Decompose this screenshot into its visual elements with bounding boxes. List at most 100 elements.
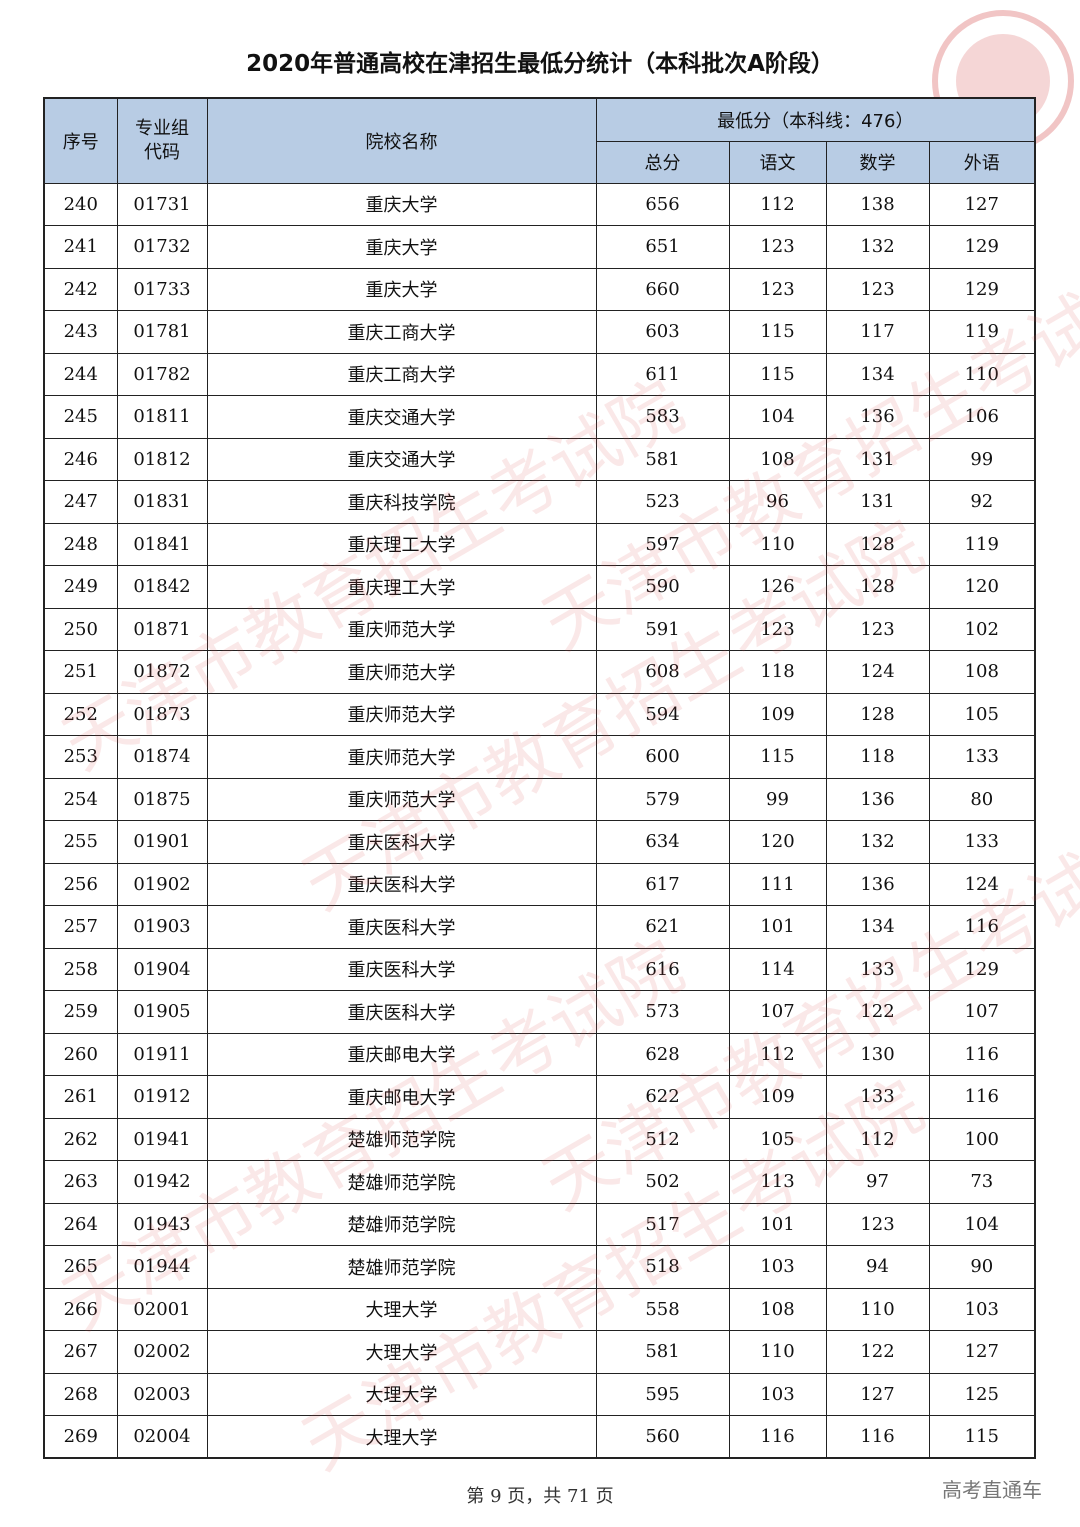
cell-code: 01873: [116, 692, 208, 736]
cell-code: 01831: [116, 480, 208, 524]
cell-math: 117: [825, 310, 930, 354]
page-title: 2020年普通高校在津招生最低分统计（本科批次A阶段）: [246, 51, 834, 77]
cell-english: 103: [928, 1287, 1036, 1331]
table-row: 253 01874 重庆师范大学 600 115 118 133: [43, 735, 1036, 779]
cell-total: 622: [595, 1075, 730, 1119]
cell-school: 重庆师范大学: [206, 607, 597, 651]
cell-chinese: 109: [728, 692, 827, 736]
table-row: 260 01911 重庆邮电大学 628 112 130 116: [43, 1032, 1036, 1076]
cell-total: 628: [595, 1032, 730, 1076]
cell-chinese: 112: [728, 182, 827, 226]
cell-total: 581: [595, 437, 730, 481]
cell-math: 122: [825, 1330, 930, 1374]
cell-code: 01812: [116, 437, 208, 481]
cell-chinese: 123: [728, 225, 827, 269]
cell-seq: 255: [43, 820, 118, 864]
cell-english: 124: [928, 862, 1036, 906]
table-row: 256 01902 重庆医科大学 617 111 136 124: [43, 862, 1036, 906]
cell-school: 重庆邮电大学: [206, 1075, 597, 1119]
cell-total: 583: [595, 395, 730, 439]
cell-seq: 260: [43, 1032, 118, 1076]
cell-code: 01732: [116, 225, 208, 269]
header-code: 专业组代码: [116, 97, 208, 184]
cell-school: 重庆医科大学: [206, 820, 597, 864]
header-code-text: 专业组代码: [135, 117, 189, 163]
cell-seq: 268: [43, 1372, 118, 1416]
cell-total: 616: [595, 947, 730, 991]
cell-chinese: 107: [728, 990, 827, 1034]
table-row: 254 01875 重庆师范大学 579 99 136 80: [43, 777, 1036, 821]
cell-code: 01733: [116, 267, 208, 311]
table-row: 259 01905 重庆医科大学 573 107 122 107: [43, 990, 1036, 1034]
table-row: 251 01872 重庆师范大学 608 118 124 108: [43, 650, 1036, 694]
cell-math: 133: [825, 1075, 930, 1119]
cell-total: 651: [595, 225, 730, 269]
cell-seq: 256: [43, 862, 118, 906]
cell-english: 125: [928, 1372, 1036, 1416]
cell-seq: 247: [43, 480, 118, 524]
cell-seq: 242: [43, 267, 118, 311]
cell-code: 01871: [116, 607, 208, 651]
table-row: 263 01942 楚雄师范学院 502 113 97 73: [43, 1160, 1036, 1204]
cell-school: 重庆医科大学: [206, 862, 597, 906]
cell-seq: 267: [43, 1330, 118, 1374]
cell-math: 136: [825, 777, 930, 821]
cell-code: 01874: [116, 735, 208, 779]
cell-math: 130: [825, 1032, 930, 1076]
cell-code: 01781: [116, 310, 208, 354]
cell-total: 502: [595, 1160, 730, 1204]
cell-chinese: 113: [728, 1160, 827, 1204]
header-chinese: 语文: [728, 140, 827, 184]
cell-seq: 269: [43, 1415, 118, 1459]
table-row: 249 01842 重庆理工大学 590 126 128 120: [43, 565, 1036, 609]
cell-english: 110: [928, 352, 1036, 396]
cell-english: 119: [928, 522, 1036, 566]
cell-math: 131: [825, 437, 930, 481]
table-row: 264 01943 楚雄师范学院 517 101 123 104: [43, 1202, 1036, 1246]
cell-chinese: 110: [728, 522, 827, 566]
cell-english: 90: [928, 1245, 1036, 1289]
table-row: 266 02001 大理大学 558 108 110 103: [43, 1287, 1036, 1331]
cell-math: 123: [825, 1202, 930, 1246]
cell-chinese: 115: [728, 735, 827, 779]
cell-chinese: 104: [728, 395, 827, 439]
cell-english: 120: [928, 565, 1036, 609]
cell-seq: 252: [43, 692, 118, 736]
cell-chinese: 96: [728, 480, 827, 524]
cell-school: 大理大学: [206, 1372, 597, 1416]
header-min-score: 最低分（本科线：476）: [595, 97, 1036, 142]
cell-code: 02004: [116, 1415, 208, 1459]
cell-math: 118: [825, 735, 930, 779]
cell-english: 105: [928, 692, 1036, 736]
cell-math: 128: [825, 522, 930, 566]
cell-english: 133: [928, 735, 1036, 779]
cell-english: 133: [928, 820, 1036, 864]
cell-chinese: 115: [728, 352, 827, 396]
cell-school: 重庆医科大学: [206, 947, 597, 991]
cell-math: 134: [825, 352, 930, 396]
table-row: 268 02003 大理大学 595 103 127 125: [43, 1372, 1036, 1416]
cell-school: 重庆理工大学: [206, 522, 597, 566]
brand-label: 高考直通车: [942, 1478, 1042, 1502]
table-row: 243 01781 重庆工商大学 603 115 117 119: [43, 310, 1036, 354]
cell-code: 01902: [116, 862, 208, 906]
header-english: 外语: [928, 140, 1036, 184]
cell-school: 重庆邮电大学: [206, 1032, 597, 1076]
cell-chinese: 109: [728, 1075, 827, 1119]
cell-chinese: 110: [728, 1330, 827, 1374]
cell-math: 112: [825, 1117, 930, 1161]
cell-total: 595: [595, 1372, 730, 1416]
cell-school: 大理大学: [206, 1415, 597, 1459]
cell-seq: 261: [43, 1075, 118, 1119]
cell-school: 重庆大学: [206, 225, 597, 269]
cell-total: 579: [595, 777, 730, 821]
score-table: 序号 专业组代码 院校名称 最低分（本科线：476） 总分 语文 数学 外语 2…: [43, 97, 1037, 1459]
table-row: 241 01732 重庆大学 651 123 132 129: [43, 225, 1036, 269]
cell-chinese: 111: [728, 862, 827, 906]
cell-math: 136: [825, 862, 930, 906]
cell-total: 581: [595, 1330, 730, 1374]
cell-seq: 263: [43, 1160, 118, 1204]
cell-school: 重庆师范大学: [206, 735, 597, 779]
cell-english: 99: [928, 437, 1036, 481]
cell-school: 重庆工商大学: [206, 310, 597, 354]
